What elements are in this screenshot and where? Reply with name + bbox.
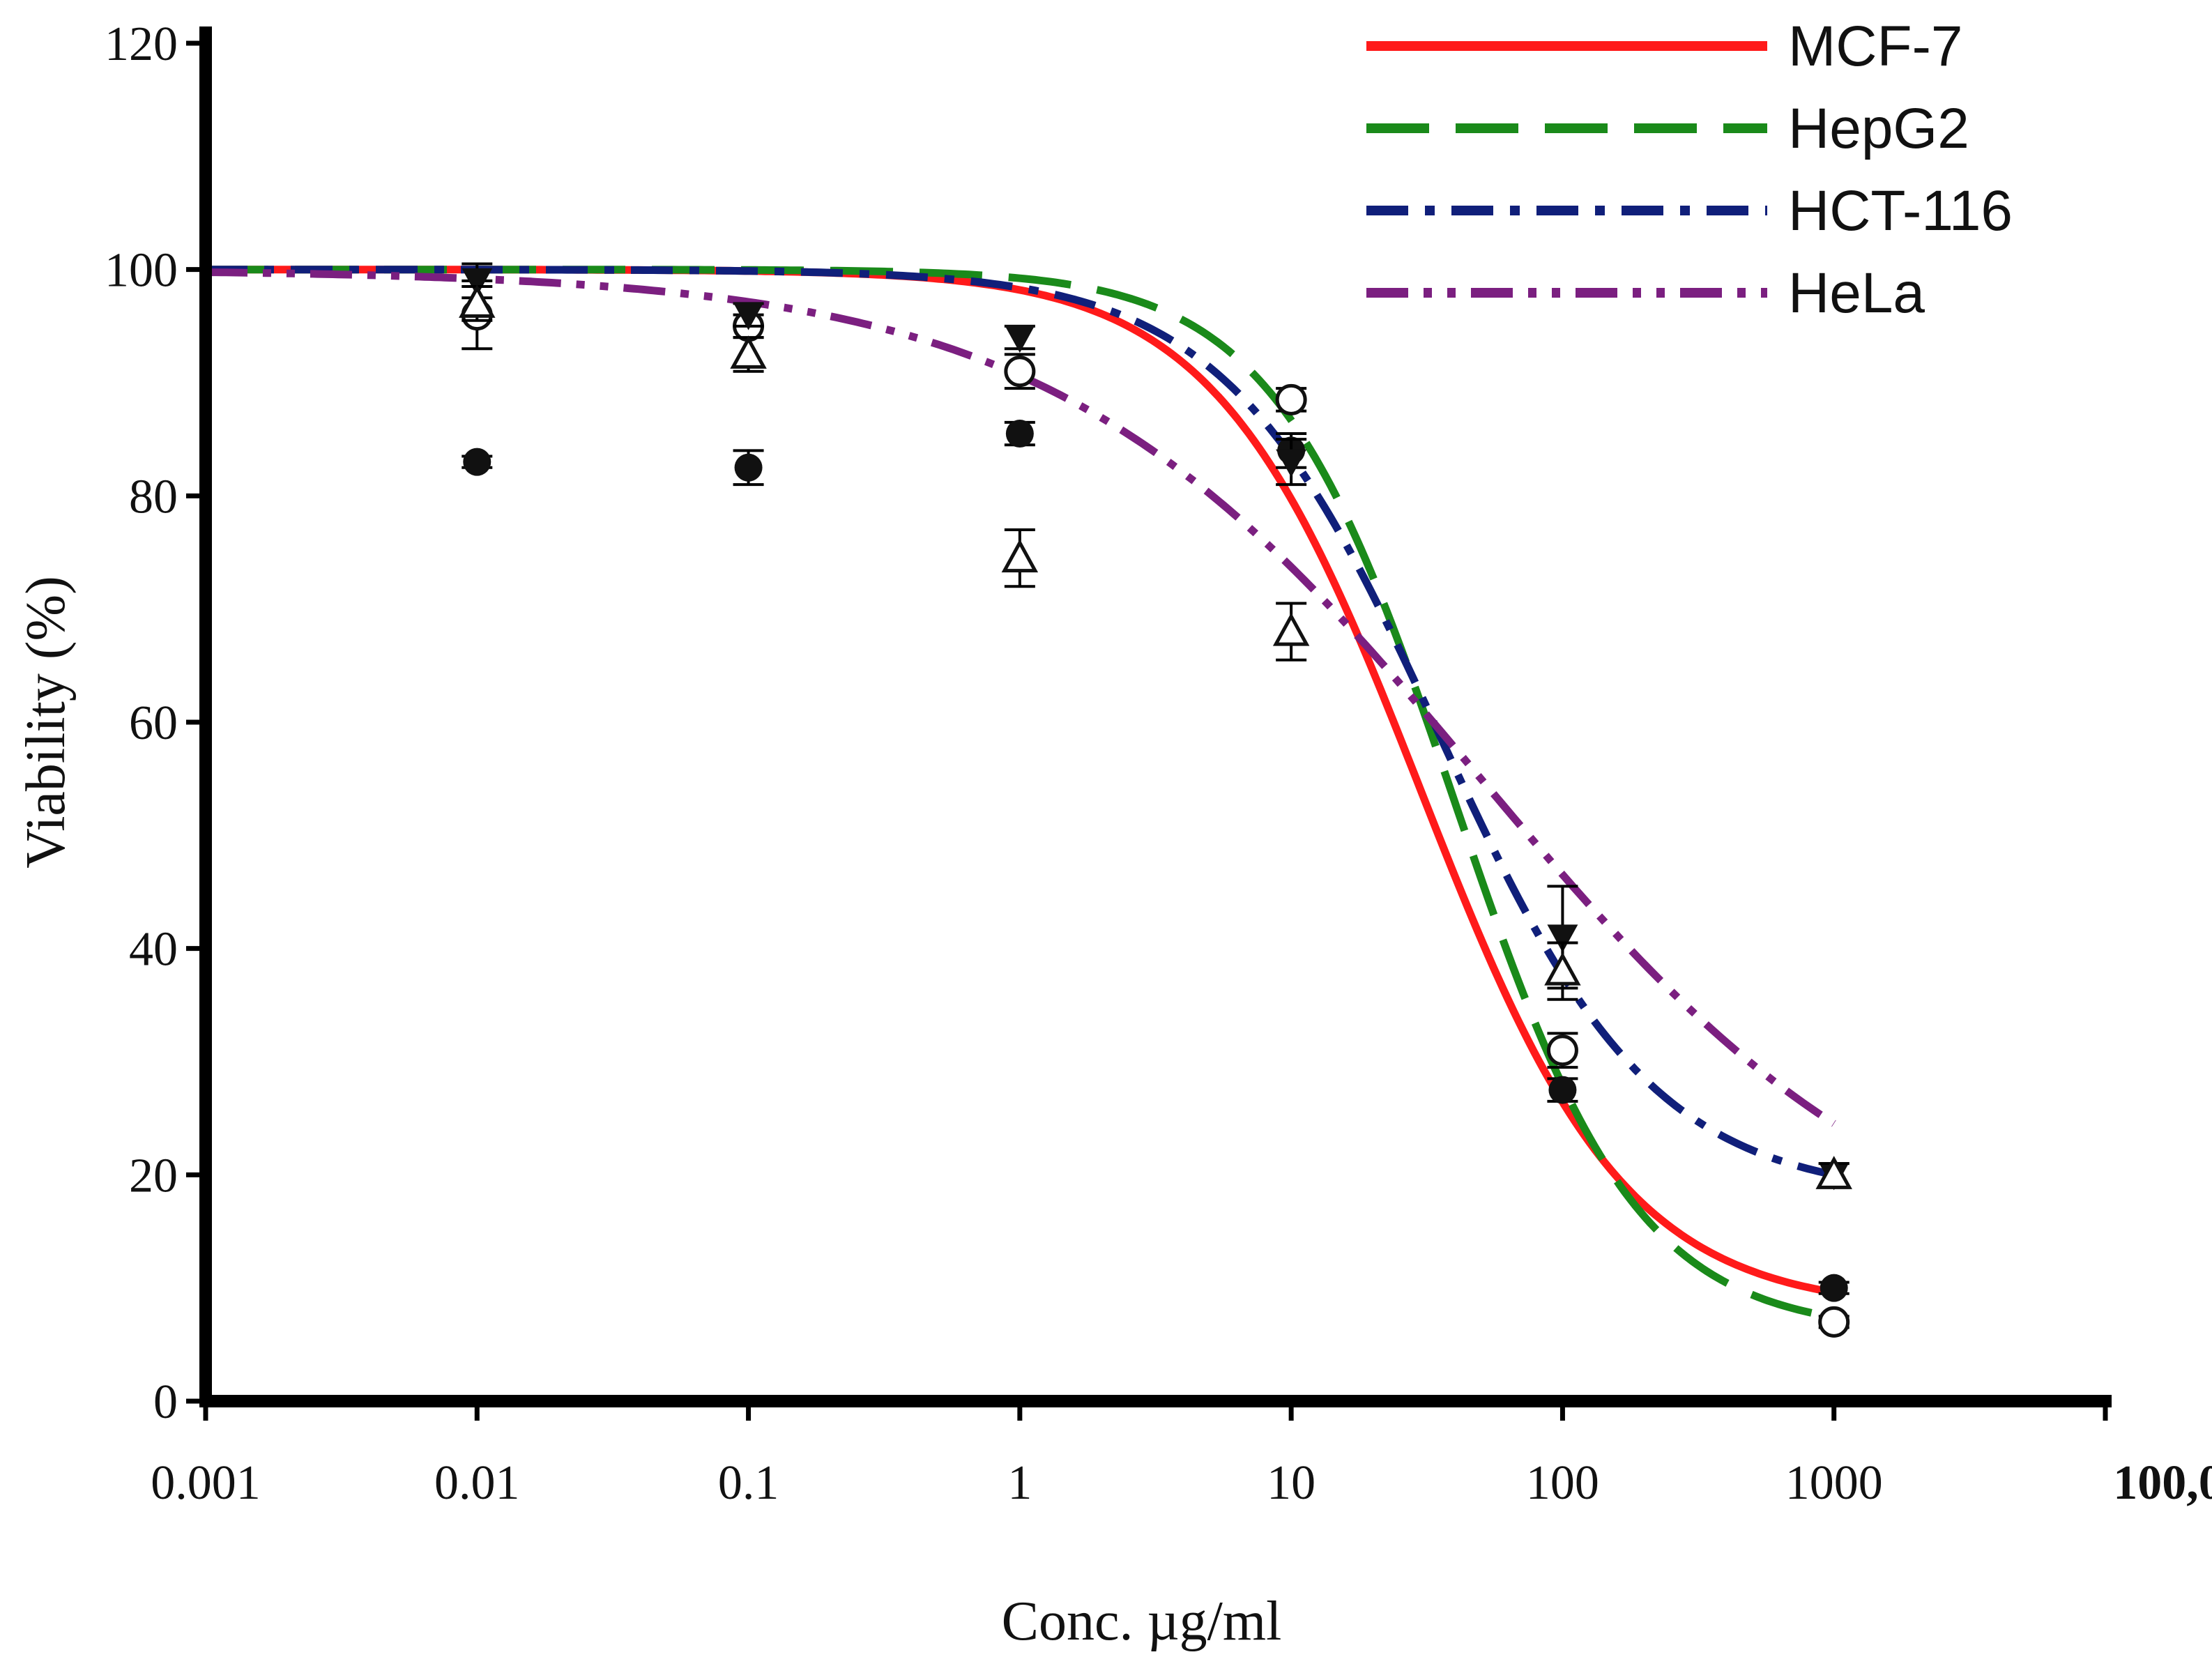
point-hepg2-5 xyxy=(1818,1306,1850,1338)
axis-ticks: 0 20 40 60 80 100 120 0.001 0.01 0.1 1 10 100 1000 100… xyxy=(105,17,2212,1510)
y-tick-label-40: 40 xyxy=(129,923,178,977)
point-hela-5 xyxy=(1815,1156,1852,1189)
x-tick-label-1: 0.01 xyxy=(434,1456,520,1510)
legend-label-hct116: HCT-116 xyxy=(1788,179,2013,243)
point-hct116-1 xyxy=(733,302,764,330)
x-tick-label-3: 1 xyxy=(1007,1456,1032,1510)
marker xyxy=(1001,539,1039,573)
marker xyxy=(1820,1274,1848,1302)
marker xyxy=(1544,952,1581,986)
x-tick-label-0: 0.001 xyxy=(151,1456,261,1510)
marker xyxy=(1548,1076,1577,1104)
marker xyxy=(459,284,496,318)
point-mcf7-0 xyxy=(462,448,493,476)
x-tick-label-4: 10 xyxy=(1267,1456,1315,1510)
y-tick-label-20: 20 xyxy=(129,1149,178,1202)
x-tick-label-2: 0.1 xyxy=(718,1456,779,1510)
point-hela-4 xyxy=(1544,941,1581,1001)
marker xyxy=(733,302,764,330)
x-tick-label-5: 100 xyxy=(1526,1456,1599,1510)
marker xyxy=(463,448,491,476)
point-hela-0 xyxy=(459,284,496,322)
legend-label-mcf7: MCF-7 xyxy=(1788,15,1963,78)
marker xyxy=(1276,449,1307,478)
marker xyxy=(1275,383,1307,415)
x-tick-label-7: 100,000 xyxy=(2113,1456,2212,1510)
y-tick-label-100: 100 xyxy=(105,244,178,298)
point-mcf7-1 xyxy=(733,449,764,487)
marker xyxy=(1818,1306,1850,1338)
marker xyxy=(734,453,763,482)
y-tick-label-60: 60 xyxy=(129,696,178,750)
y-tick-label-80: 80 xyxy=(129,470,178,524)
x-axis-title: Conc. µg/ml xyxy=(1002,1591,1282,1652)
legend: MCF-7 HepG2 HCT-116 HeLa xyxy=(1366,15,2013,325)
marker xyxy=(1546,1034,1578,1067)
legend-entry-hct116: HCT-116 xyxy=(1366,179,2013,243)
marker xyxy=(1547,924,1578,953)
x-tick-label-6: 1000 xyxy=(1785,1456,1883,1510)
point-hct116-2 xyxy=(1004,324,1035,353)
point-hepg2-2 xyxy=(1004,353,1036,390)
data-points xyxy=(459,262,1852,1338)
marker xyxy=(1815,1156,1852,1189)
legend-entry-hepg2: HepG2 xyxy=(1366,97,1969,160)
point-hct116-3 xyxy=(1276,438,1307,487)
marker xyxy=(730,335,767,369)
legend-entry-mcf7: MCF-7 xyxy=(1366,15,1963,78)
point-hela-2 xyxy=(1001,528,1039,588)
fit-curve-hct116 xyxy=(206,266,1835,1179)
point-hepg2-4 xyxy=(1546,1032,1578,1069)
legend-entry-hela: HeLa xyxy=(1366,261,1925,325)
fit-curve-hela xyxy=(205,268,1836,1127)
marker xyxy=(462,268,493,296)
y-axis-title: Viability (%) xyxy=(15,576,77,869)
point-mcf7-5 xyxy=(1818,1274,1849,1302)
marker xyxy=(1272,612,1310,646)
marker xyxy=(1004,325,1035,353)
point-hela-3 xyxy=(1272,602,1310,662)
point-mcf7-4 xyxy=(1547,1076,1578,1104)
legend-label-hela: HeLa xyxy=(1788,261,1925,325)
marker xyxy=(1005,420,1034,448)
point-hela-1 xyxy=(730,335,767,373)
y-tick-label-0: 0 xyxy=(153,1375,178,1429)
point-mcf7-2 xyxy=(1004,420,1035,448)
legend-label-hepg2: HepG2 xyxy=(1788,97,1969,160)
point-hepg2-3 xyxy=(1275,383,1307,415)
marker xyxy=(1004,356,1036,388)
y-tick-label-120: 120 xyxy=(105,17,178,71)
